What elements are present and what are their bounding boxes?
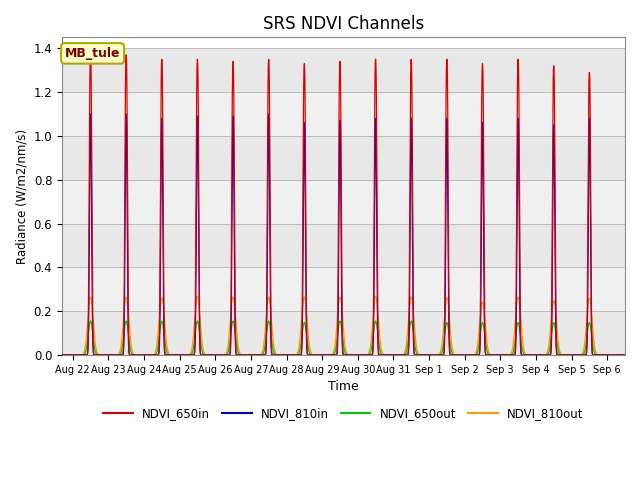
Bar	[62, 311, 625, 355]
Bar	[62, 136, 625, 180]
Legend: NDVI_650in, NDVI_810in, NDVI_650out, NDVI_810out: NDVI_650in, NDVI_810in, NDVI_650out, NDV…	[99, 402, 588, 425]
Bar	[62, 224, 625, 267]
X-axis label: Time: Time	[328, 380, 359, 393]
Title: SRS NDVI Channels: SRS NDVI Channels	[263, 15, 424, 33]
Bar	[62, 92, 625, 136]
Y-axis label: Radiance (W/m2/nm/s): Radiance (W/m2/nm/s)	[15, 129, 28, 264]
Text: MB_tule: MB_tule	[65, 47, 120, 60]
Bar	[62, 267, 625, 311]
Bar	[62, 180, 625, 224]
Bar	[62, 48, 625, 92]
